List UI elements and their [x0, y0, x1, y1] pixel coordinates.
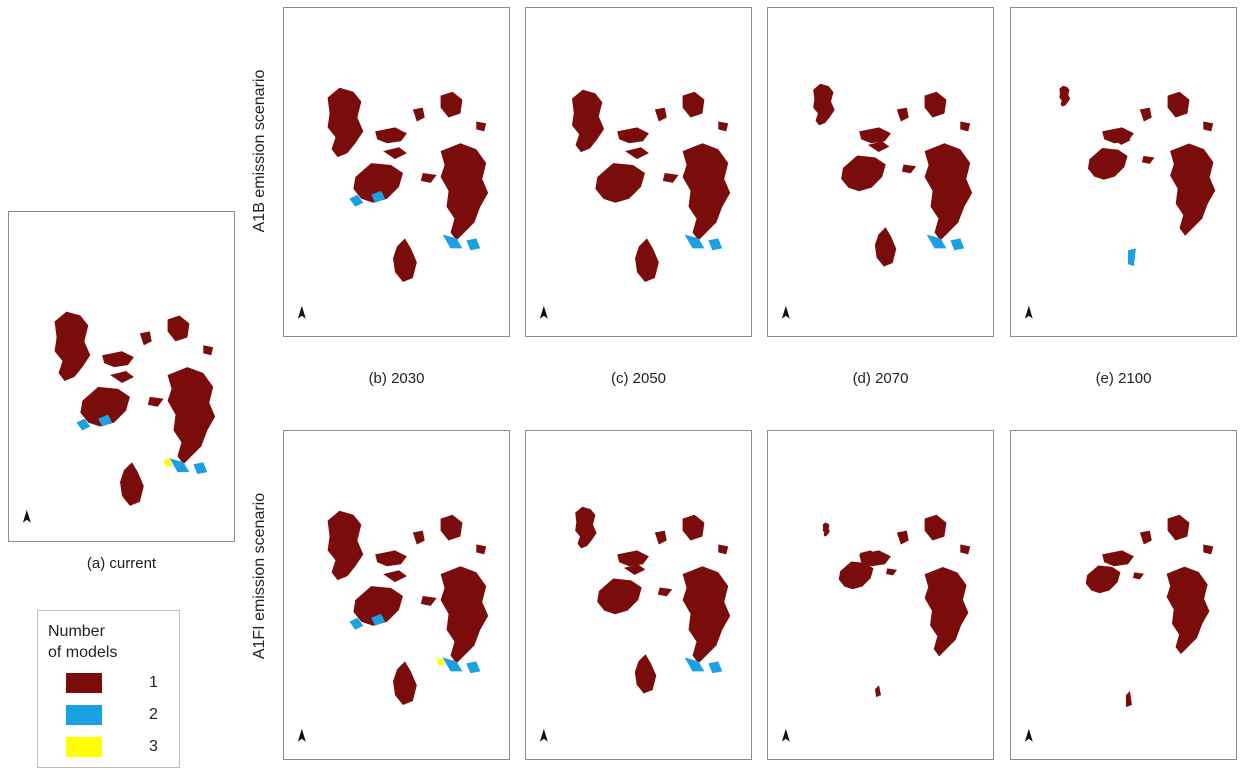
legend-label-3: 3: [149, 738, 158, 755]
legend-item: 1: [66, 673, 166, 695]
caption-2070: (d) 2070: [852, 370, 909, 387]
legend-label-2: 2: [149, 706, 158, 723]
north-arrow-icon: [1024, 728, 1033, 742]
map-a1fi-2070: [781, 514, 971, 742]
north-arrow-icon: [781, 728, 790, 742]
caption-2100: (e) 2100: [1095, 370, 1152, 387]
legend-item: 3: [66, 737, 166, 759]
map-panel-a1fi-2100: [1010, 430, 1237, 760]
legend-title-line2: of models: [48, 644, 118, 661]
caption-current: (a) current: [86, 555, 157, 572]
caption-2050: (c) 2050: [610, 370, 667, 387]
legend-swatch-1: [66, 673, 102, 693]
map-panel-a1fi-2050: [525, 430, 752, 760]
map-a1fi-2030: [297, 510, 489, 742]
north-arrow-icon: [297, 728, 306, 742]
map-panel-a1b-2050: [525, 7, 752, 337]
legend-title: Number of models: [48, 621, 117, 663]
map-a1fi-2100: [1024, 514, 1214, 742]
map-a1b-2030: [297, 87, 489, 319]
legend: Number of models 1 2 3: [37, 610, 180, 768]
map-panel-a1fi-2030: [283, 430, 510, 760]
map-panel-a1fi-2070: [767, 430, 994, 760]
legend-swatch-3: [66, 737, 102, 757]
row-label-a1b: A1B emission scenario: [251, 69, 268, 233]
map-panel-a1b-2030: [283, 7, 510, 337]
legend-title-line1: Number: [48, 623, 105, 640]
map-a1fi-2050: [539, 506, 731, 742]
north-arrow-icon: [539, 305, 548, 319]
map-panel-a1b-2070: [767, 7, 994, 337]
north-arrow-icon: [1024, 305, 1033, 319]
north-arrow-icon: [297, 305, 306, 319]
map-a1b-2100: [1024, 85, 1216, 319]
row-label-a1fi: A1FI emission scenario: [251, 492, 268, 660]
legend-swatch-2: [66, 705, 102, 725]
map-a1b-2050: [539, 89, 731, 319]
map-panel-current: [8, 211, 235, 542]
legend-label-1: 1: [149, 674, 158, 691]
map-a1b-2070: [781, 83, 973, 319]
north-arrow-icon: [22, 509, 31, 523]
north-arrow-icon: [781, 305, 790, 319]
legend-item: 2: [66, 705, 166, 727]
north-arrow-icon: [539, 728, 548, 742]
map-panel-a1b-2100: [1010, 7, 1237, 337]
caption-2030: (b) 2030: [368, 370, 425, 387]
map-current: [22, 311, 216, 523]
